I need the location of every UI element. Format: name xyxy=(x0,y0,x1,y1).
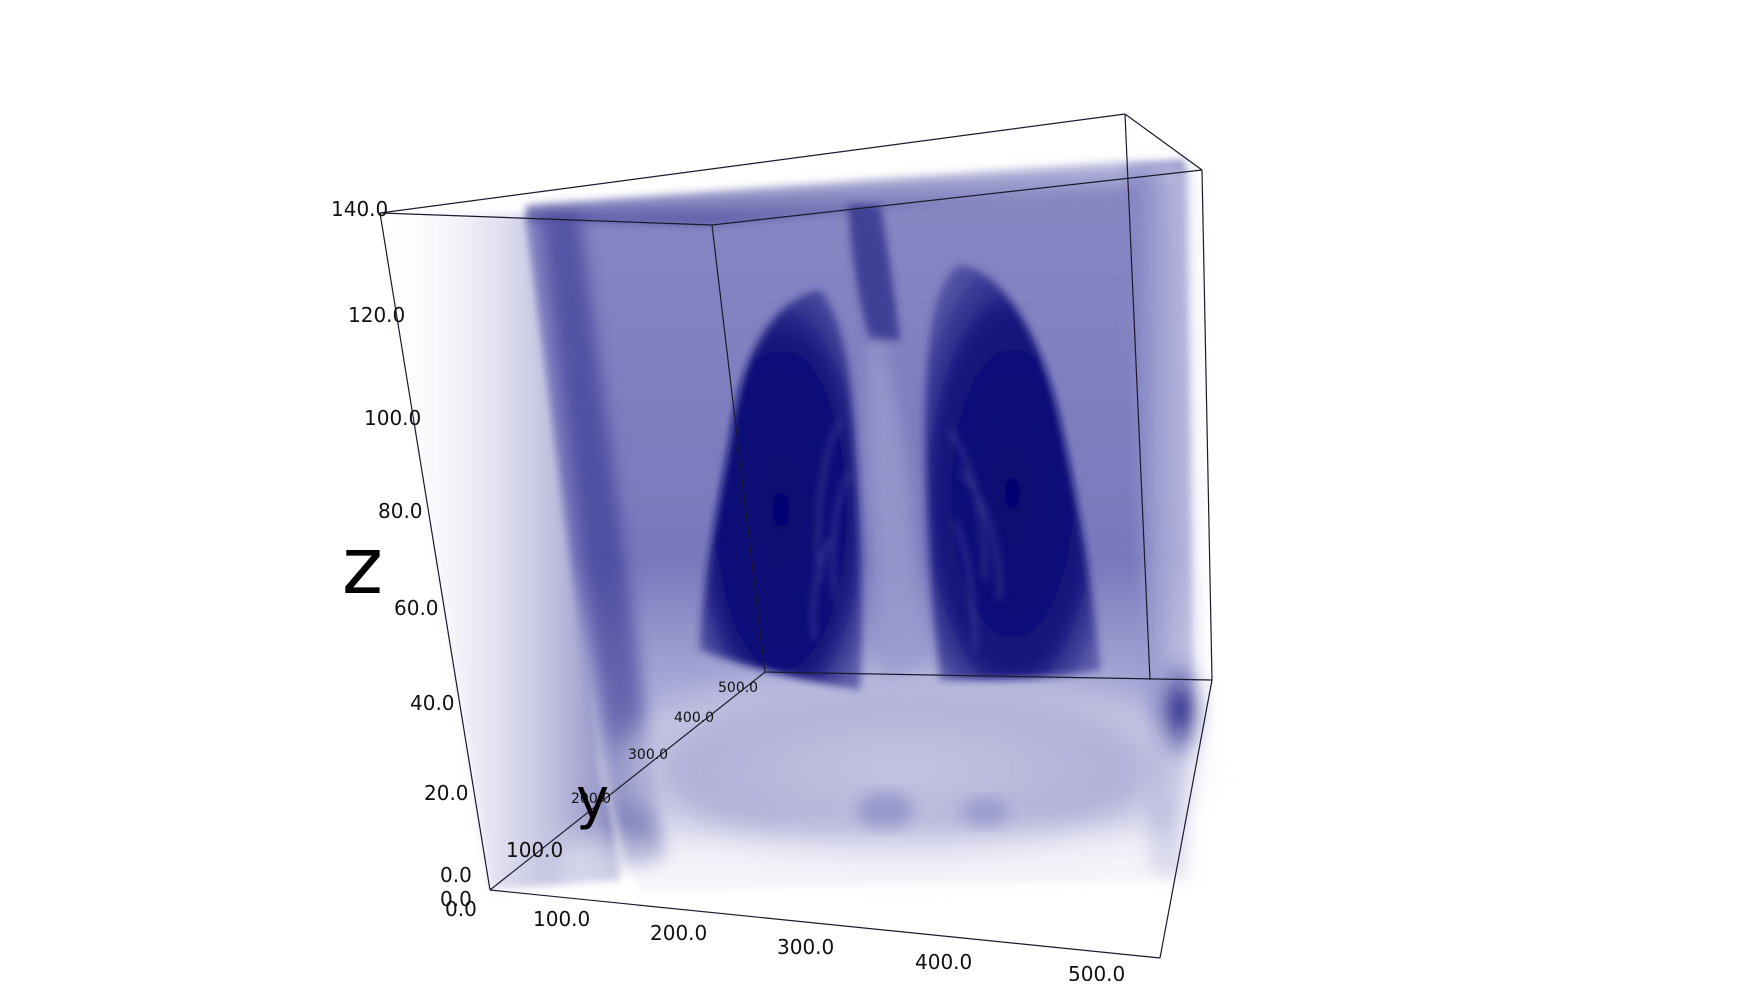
box-edge xyxy=(379,212,491,891)
z-tick-label: 120.0 xyxy=(348,303,405,327)
z-tick-label: 20.0 xyxy=(424,781,469,805)
y-tick-label: 500.0 xyxy=(718,680,758,696)
box-edge xyxy=(764,671,1213,681)
x-tick-label: 100.0 xyxy=(533,907,590,931)
bounding-box xyxy=(379,113,1213,959)
box-edge xyxy=(489,889,1161,959)
top-band xyxy=(525,160,1180,225)
abdomen-feature-1 xyxy=(857,792,913,828)
box-edge xyxy=(1124,113,1151,681)
box-edge xyxy=(711,169,1203,226)
y-tick-label: 300.0 xyxy=(628,747,668,763)
x-tick-label: 400.0 xyxy=(915,950,972,974)
x-tick-label: 0.0 xyxy=(445,897,477,921)
box-edge xyxy=(1159,679,1213,959)
box-edge xyxy=(1201,169,1213,681)
x-tick-label: 500.0 xyxy=(1068,962,1125,981)
corner-dark-spot xyxy=(1154,655,1206,765)
abdomen-region xyxy=(605,670,1205,870)
bottom-fade xyxy=(560,830,1180,960)
y-tick-label: 100.0 xyxy=(506,838,563,862)
z-tick-label: 0.0 xyxy=(440,863,472,887)
left-lung-vessels xyxy=(811,419,852,641)
z-tick-label: 40.0 xyxy=(410,691,455,715)
box-edge xyxy=(379,113,1126,214)
box-edge xyxy=(1124,113,1203,171)
y-axis-title: y xyxy=(576,767,609,832)
y-tick-label: 200.0 xyxy=(571,791,611,807)
z-tick-label: 80.0 xyxy=(378,499,423,523)
left-dark-strip xyxy=(540,215,665,870)
z-axis-title: z xyxy=(342,522,383,612)
right-lung-vessels xyxy=(948,429,1002,651)
x-tick-label: 200.0 xyxy=(650,921,707,945)
z-tick-label: 140.0 xyxy=(331,197,388,221)
y-tick-label: 400.0 xyxy=(674,710,714,726)
box-edge xyxy=(379,212,713,226)
mediastinum xyxy=(868,340,925,680)
z-tick-label: 100.0 xyxy=(364,406,421,430)
y-tick-label: 0.0 xyxy=(440,887,472,911)
x-tick-label: 300.0 xyxy=(777,935,834,959)
box-edge xyxy=(489,671,766,891)
axis-labels: 140.0 120.0 100.0 80.0 60.0 40.0 20.0 0.… xyxy=(331,197,1125,986)
box-edge xyxy=(711,224,766,673)
trachea xyxy=(848,205,900,340)
ct-volume-rendering xyxy=(380,160,1206,960)
left-lung xyxy=(700,290,863,690)
z-tick-label: 60.0 xyxy=(394,596,439,620)
abdomen-feature-2 xyxy=(961,798,1009,826)
